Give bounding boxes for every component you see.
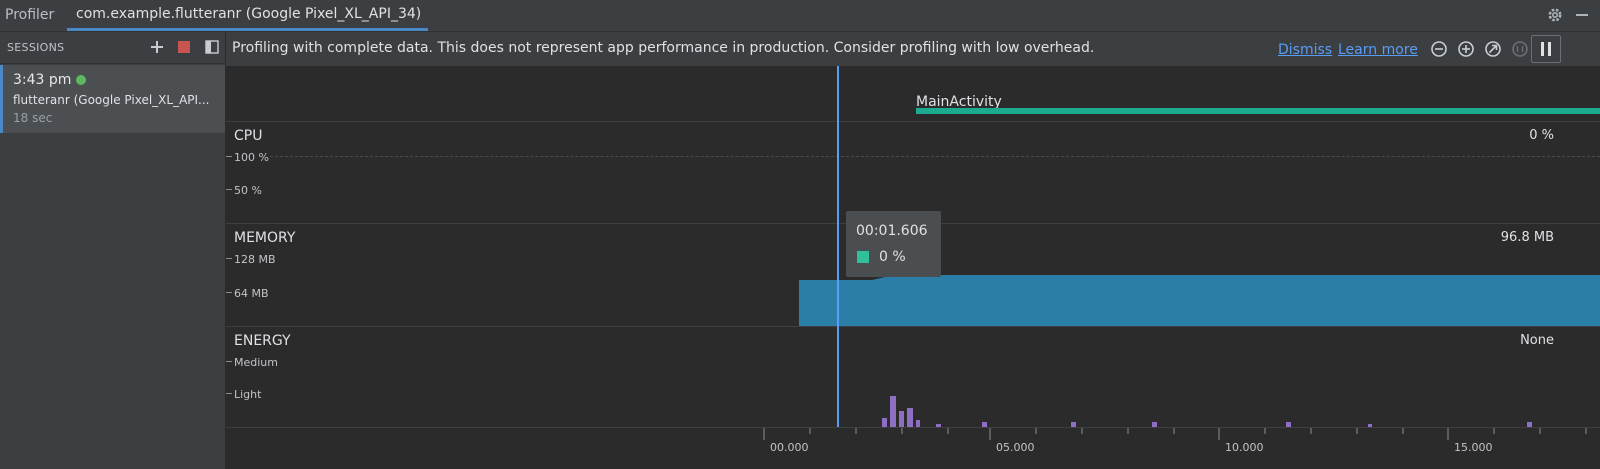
session-duration: 18 sec (13, 111, 53, 125)
memory-tick-mark (226, 292, 232, 293)
tab-device-process[interactable]: com.example.flutteranr (Google Pixel_XL_… (67, 6, 429, 31)
profiler-title: Profiler (5, 7, 55, 23)
lane-divider (226, 326, 1600, 327)
tooltip-value: 0 % (879, 249, 906, 265)
dismiss-link[interactable]: Dismiss (1278, 42, 1333, 58)
cpu-max-gridline (270, 156, 1600, 157)
toggle-panel-icon[interactable] (205, 40, 219, 54)
stop-icon[interactable] (178, 41, 190, 53)
minimize-icon[interactable] (1572, 5, 1592, 25)
cpu-title: CPU (234, 128, 263, 144)
energy-bar (882, 418, 887, 427)
top-tab-bar: Profiler com.example.flutteranr (Google … (0, 0, 1600, 32)
tooltip-swatch (857, 251, 869, 263)
lane-divider (226, 121, 1600, 122)
add-icon[interactable] (148, 38, 166, 56)
cpu-tick-mark (226, 156, 232, 157)
energy-bar (982, 422, 987, 427)
cpu-tick-50: 50 % (234, 184, 262, 197)
low-overhead-banner: Profiling with complete data. This does … (226, 32, 1600, 66)
cpu-tick-mark (226, 189, 232, 190)
live-icon[interactable] (1510, 39, 1530, 59)
memory-tick-128: 128 MB (234, 253, 276, 266)
cpu-tick-100: 100 % (234, 151, 269, 164)
lane-divider (226, 427, 1600, 428)
session-status-dot (76, 75, 86, 85)
time-axis-label: 05.000 (996, 441, 1035, 454)
session-time: 3:43 pm (13, 72, 72, 88)
energy-bar (907, 408, 913, 427)
activity-bar[interactable] (916, 108, 1600, 114)
activity-label: MainActivity (916, 94, 1002, 110)
energy-bar (899, 411, 904, 427)
energy-bar (890, 396, 896, 427)
memory-tick-64: 64 MB (234, 287, 269, 300)
energy-value: None (1520, 333, 1554, 348)
timeline-cursor[interactable] (837, 66, 839, 427)
hover-tooltip: 00:01.606 0 % (846, 211, 941, 277)
energy-bar (1368, 424, 1372, 427)
pause-icon[interactable] (1531, 35, 1561, 63)
zoom-out-icon[interactable] (1429, 39, 1449, 59)
gear-icon[interactable] (1545, 5, 1565, 25)
energy-tick-mark (226, 361, 232, 362)
session-name: flutteranr (Google Pixel_XL_API... (13, 93, 210, 107)
energy-bar (1152, 422, 1157, 427)
session-item[interactable]: 3:43 pm flutteranr (Google Pixel_XL_API.… (0, 65, 225, 133)
energy-bar (936, 424, 941, 427)
energy-bar (1071, 422, 1076, 427)
memory-title: MEMORY (234, 230, 296, 246)
energy-tick-medium: Medium (234, 356, 278, 369)
time-axis-ticks (763, 428, 1587, 440)
time-axis-label: 10.000 (1225, 441, 1264, 454)
sessions-sidebar: SESSIONS 3:43 pm flutteranr (Google Pixe… (0, 32, 226, 469)
cpu-value: 0 % (1529, 128, 1554, 143)
memory-usage-area (799, 270, 1600, 326)
memory-tick-mark (226, 258, 232, 259)
energy-bar (1527, 422, 1532, 427)
tooltip-time: 00:01.606 (856, 223, 928, 239)
energy-tick-mark (226, 393, 232, 394)
energy-tick-light: Light (234, 388, 262, 401)
energy-bar (1286, 422, 1291, 427)
learn-more-link[interactable]: Learn more (1338, 42, 1418, 58)
energy-bar (916, 420, 920, 427)
time-axis-label: 00.000 (770, 441, 809, 454)
sessions-header: SESSIONS (0, 32, 225, 64)
energy-usage-bars (882, 396, 1532, 427)
energy-title: ENERGY (234, 333, 291, 349)
memory-value: 96.8 MB (1500, 230, 1554, 245)
zoom-in-icon[interactable] (1456, 39, 1476, 59)
sessions-label: SESSIONS (7, 41, 65, 54)
reset-zoom-icon[interactable] (1483, 39, 1503, 59)
banner-message: Profiling with complete data. This does … (232, 40, 1095, 56)
time-axis-label: 15.000 (1454, 441, 1493, 454)
